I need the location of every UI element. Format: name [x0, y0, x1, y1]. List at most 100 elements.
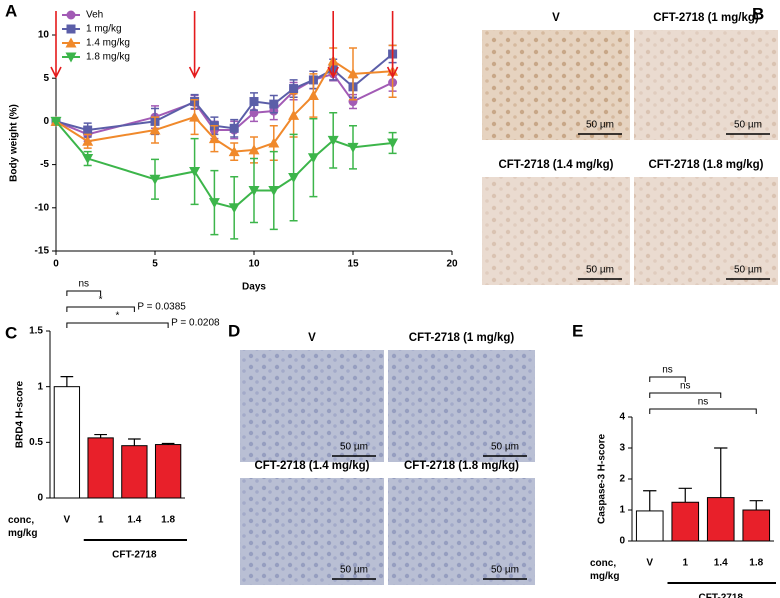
- marker: [228, 203, 240, 214]
- x-tick-label: V: [646, 558, 653, 569]
- marker: [307, 89, 319, 100]
- bar: [635, 510, 664, 542]
- comparison-bracket: [66, 290, 102, 296]
- panel-letter: D: [228, 321, 240, 340]
- y-tick-label: -10: [35, 202, 50, 213]
- image-caption: CFT-2718 (1.8 mg/kg): [404, 460, 519, 472]
- micrograph: [634, 177, 778, 285]
- scale-bar-label: 50 µm: [340, 442, 368, 453]
- x-tick-label: 0: [53, 259, 59, 270]
- marker: [189, 111, 201, 122]
- scale-bar-label: 50 µm: [491, 565, 519, 576]
- micrograph: [634, 30, 778, 140]
- micrograph: [240, 350, 384, 462]
- legend-label: 1.8 mg/kg: [86, 52, 130, 63]
- image-caption: CFT-2718 (1.8 mg/kg): [648, 159, 763, 171]
- legend-label: Veh: [86, 10, 103, 21]
- marker: [228, 146, 240, 157]
- marker: [249, 97, 259, 107]
- y-tick-label: 0.5: [29, 437, 43, 448]
- y-tick-label: 1.5: [29, 326, 43, 337]
- bar: [53, 386, 81, 499]
- error-bar: [749, 500, 763, 510]
- x-tick-label: 15: [347, 259, 359, 270]
- comparison-label: ns: [680, 381, 691, 392]
- image-caption: CFT-2718 (1.4 mg/kg): [254, 460, 369, 472]
- marker: [347, 142, 359, 153]
- marker: [66, 24, 76, 34]
- dosing-arrow: [50, 11, 62, 79]
- legend-label: 1.4 mg/kg: [86, 38, 130, 49]
- marker: [268, 186, 280, 197]
- bar: [121, 445, 148, 499]
- y-tick-label: 1: [619, 505, 625, 516]
- panel-letter: B: [752, 4, 764, 23]
- y-tick-label: 3: [619, 443, 625, 454]
- y-tick-label: 0: [619, 536, 625, 547]
- marker: [65, 37, 77, 48]
- comparison-bracket: [649, 392, 722, 398]
- p-value: P = 0.0385: [137, 302, 186, 313]
- x-tick-label: 20: [446, 259, 458, 270]
- comparison-label: ns: [78, 279, 89, 290]
- marker: [189, 167, 201, 178]
- y-axis-label: Body weight (%): [9, 104, 20, 182]
- marker: [66, 10, 76, 20]
- bar: [154, 444, 182, 499]
- x-tick-label: 1: [98, 515, 104, 526]
- image-caption: V: [552, 12, 560, 24]
- x-axis-label: Days: [242, 282, 266, 293]
- marker: [327, 135, 339, 146]
- marker: [208, 198, 220, 209]
- y-tick-label: -5: [40, 159, 49, 170]
- x-axis-label-line: mg/kg: [590, 571, 619, 582]
- x-tick-label: V: [64, 515, 71, 526]
- comparison-bracket: [649, 408, 757, 414]
- micrograph: [388, 350, 535, 462]
- image-caption: V: [308, 332, 316, 344]
- marker: [82, 154, 94, 165]
- error-bar: [128, 438, 141, 446]
- comparison-bracket: [649, 376, 686, 382]
- marker: [83, 125, 93, 135]
- dosing-arrow: [386, 11, 399, 79]
- comparison-bracket: [66, 306, 135, 312]
- scale-bar-label: 50 µm: [586, 265, 614, 276]
- marker: [82, 135, 94, 146]
- bar: [671, 501, 700, 542]
- group-label: CFT-2718: [699, 593, 744, 598]
- micrograph: [482, 30, 630, 140]
- marker: [269, 99, 279, 109]
- x-tick-label: 1.4: [714, 558, 728, 569]
- comparison-label: *: [116, 311, 120, 322]
- bar: [742, 509, 771, 542]
- y-tick-label: 0: [43, 116, 49, 127]
- error-bar: [643, 490, 657, 511]
- x-axis-label-line: conc,: [8, 515, 34, 526]
- micrograph: [388, 478, 535, 585]
- marker: [288, 173, 300, 184]
- y-tick-label: 10: [38, 30, 50, 41]
- marker: [229, 123, 239, 133]
- y-tick-label: 2: [619, 474, 625, 485]
- micrograph: [482, 177, 630, 285]
- micrograph: [240, 478, 384, 585]
- y-tick-label: 4: [619, 412, 625, 423]
- x-tick-label: 5: [152, 259, 158, 270]
- panel-letter: C: [5, 323, 17, 342]
- y-tick-label: 1: [37, 381, 43, 392]
- marker: [289, 84, 299, 94]
- series-line: [55, 53, 394, 132]
- scale-bar-label: 50 µm: [586, 120, 614, 131]
- y-tick-label: -15: [35, 246, 50, 257]
- series-line: [55, 59, 393, 153]
- error-bar: [678, 487, 692, 503]
- marker: [347, 68, 359, 79]
- marker: [248, 144, 260, 155]
- marker: [248, 186, 260, 197]
- legend-label: 1 mg/kg: [86, 24, 122, 35]
- comparison-bracket: [66, 322, 169, 328]
- marker: [50, 116, 62, 127]
- comparison-label: *: [99, 295, 103, 306]
